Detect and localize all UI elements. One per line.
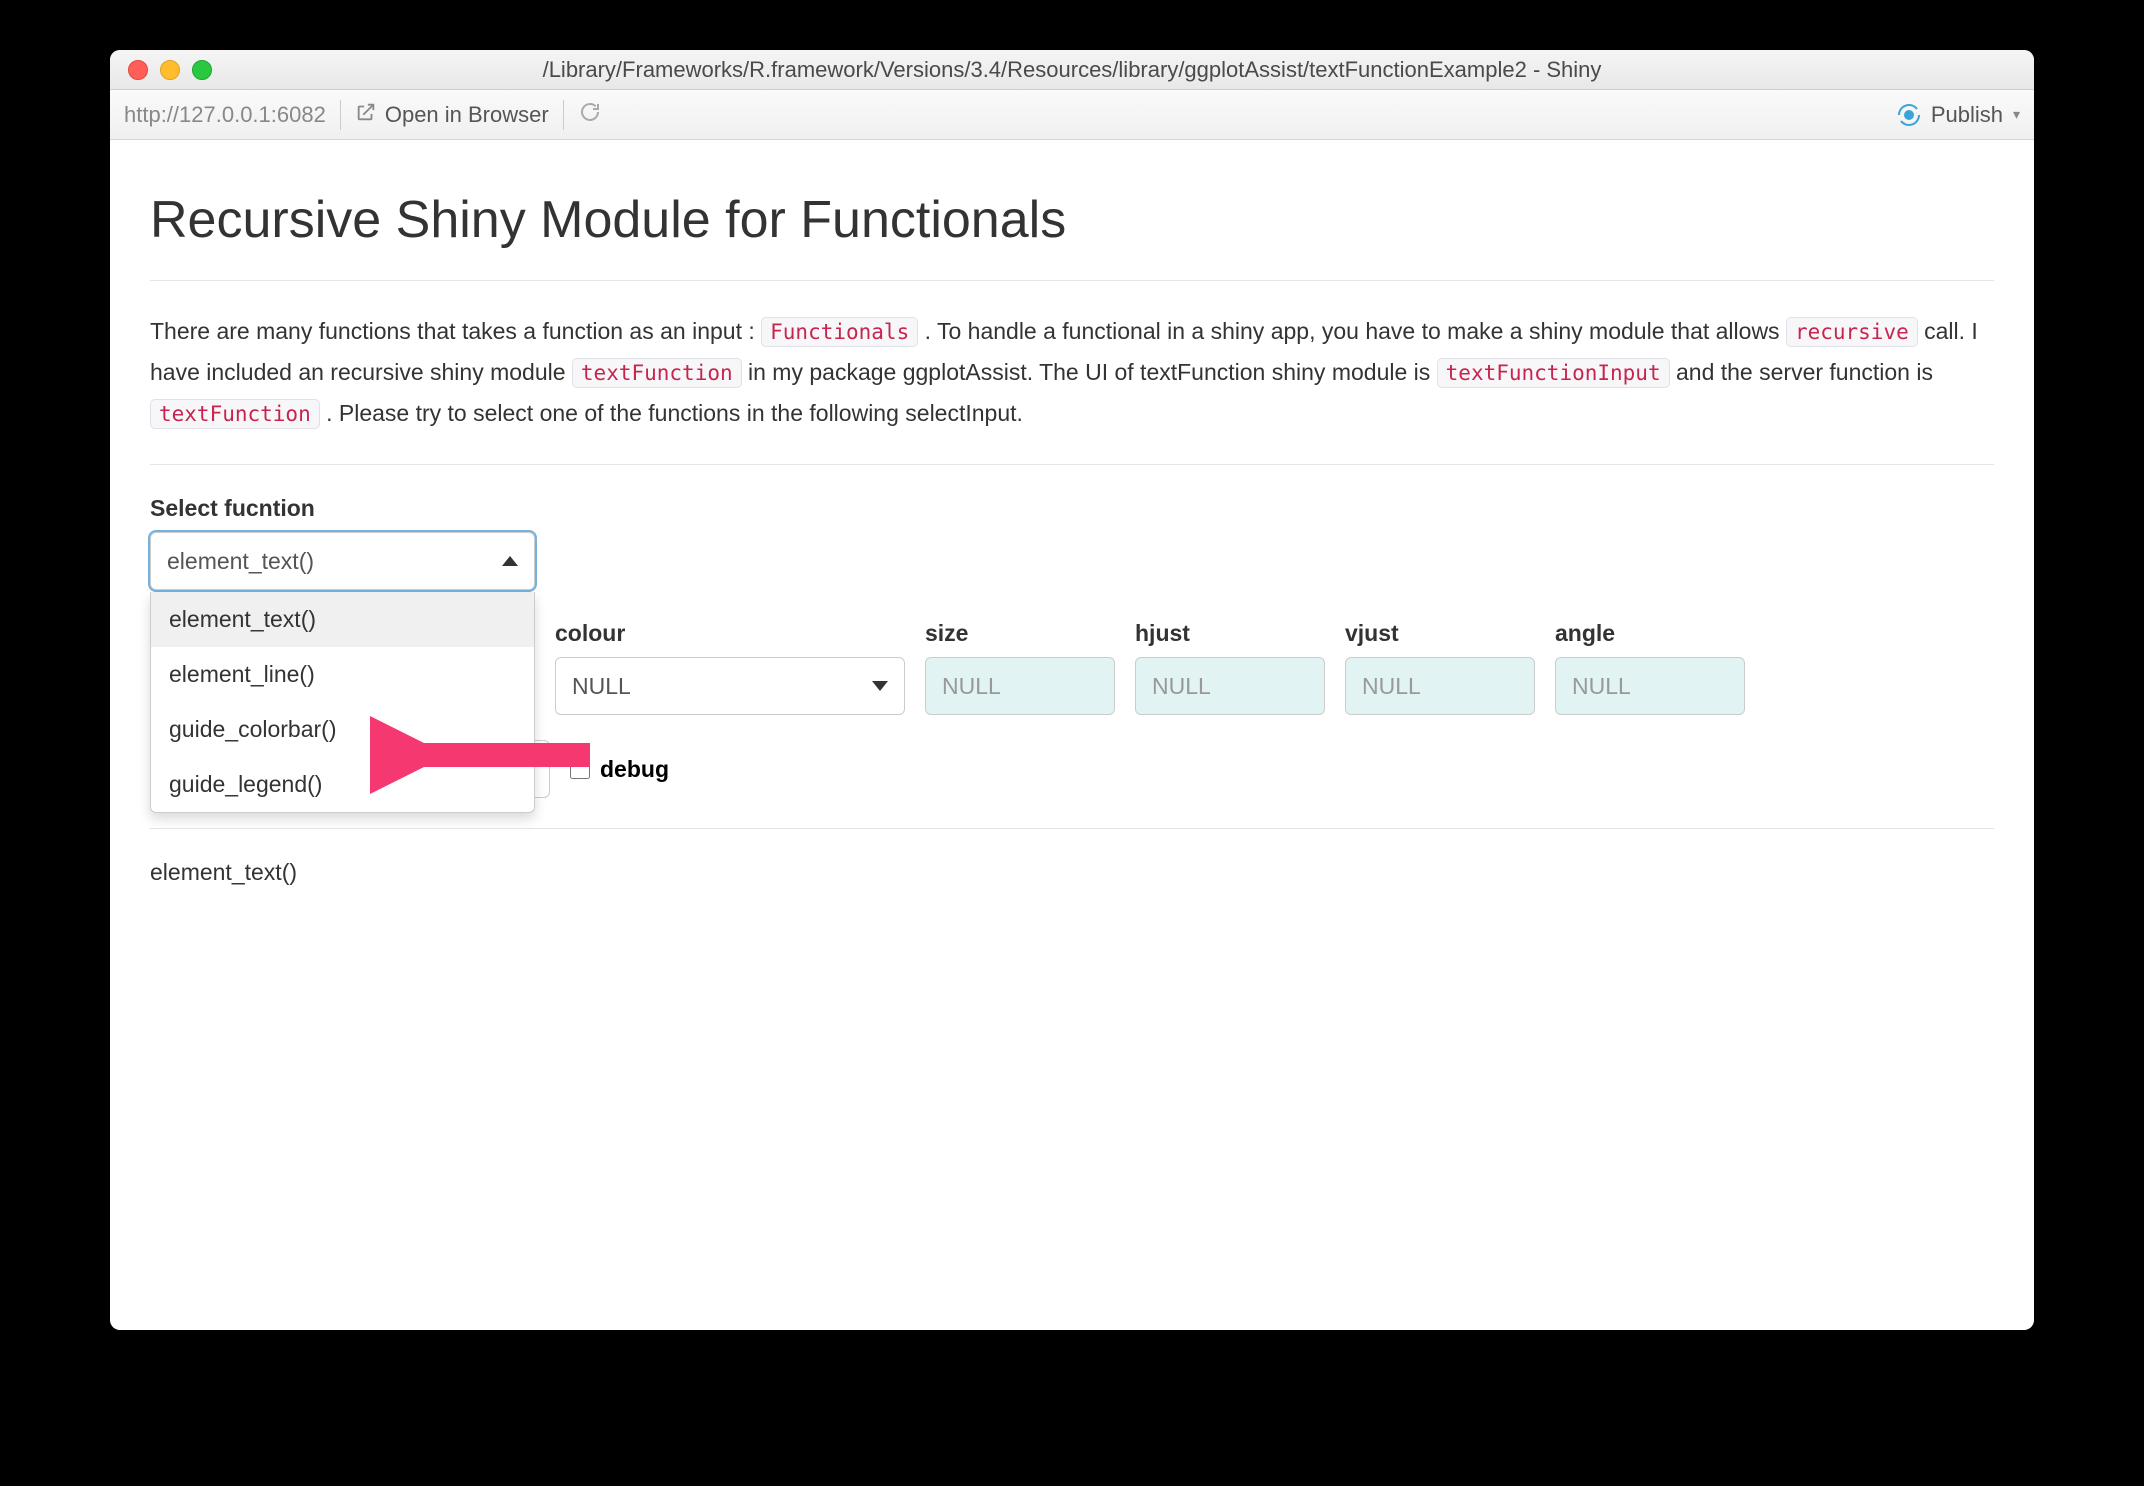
- intro-paragraph: There are many functions that takes a fu…: [150, 311, 1994, 434]
- function-select-value: element_text(): [167, 548, 314, 575]
- dropdown-option-element-text[interactable]: element_text(): [151, 592, 534, 647]
- window-title: /Library/Frameworks/R.framework/Versions…: [110, 57, 2034, 83]
- browser-icon: [355, 101, 377, 129]
- function-select-wrapper: element_text() element_text() element_li…: [150, 532, 535, 590]
- chevron-down-icon: ▾: [2013, 106, 2020, 123]
- angle-input[interactable]: [1555, 657, 1745, 715]
- code-recursive: recursive: [1786, 317, 1918, 347]
- angle-label: angle: [1555, 620, 1745, 647]
- code-textfunctioninput: textFunctionInput: [1437, 358, 1670, 388]
- page-content: Recursive Shiny Module for Functionals T…: [110, 140, 2034, 936]
- url-display: http://127.0.0.1:6082: [124, 102, 326, 128]
- function-dropdown: element_text() element_line() guide_colo…: [150, 592, 535, 813]
- hjust-label: hjust: [1135, 620, 1325, 647]
- intro-text: . Please try to select one of the functi…: [326, 400, 1023, 426]
- publish-button[interactable]: Publish ▾: [1897, 102, 2020, 128]
- intro-text: There are many functions that takes a fu…: [150, 318, 761, 344]
- size-input[interactable]: [925, 657, 1115, 715]
- colour-label: colour: [555, 620, 905, 647]
- size-label: size: [925, 620, 1115, 647]
- divider: [150, 828, 1994, 829]
- code-functionals: Functionals: [761, 317, 918, 347]
- debug-label: debug: [600, 756, 669, 783]
- size-field: size: [925, 620, 1115, 715]
- select-function-label: Select fucntion: [150, 495, 1994, 522]
- colour-value: NULL: [572, 673, 631, 700]
- intro-text: . To handle a functional in a shiny app,…: [925, 318, 1786, 344]
- angle-field: angle: [1555, 620, 1745, 715]
- intro-text: in my package ggplotAssist. The UI of te…: [748, 359, 1437, 385]
- vjust-input[interactable]: [1345, 657, 1535, 715]
- open-in-browser-label: Open in Browser: [385, 102, 549, 128]
- toolbar-divider: [563, 100, 564, 130]
- dropdown-option-guide-colorbar[interactable]: guide_colorbar(): [151, 702, 534, 757]
- dropdown-option-guide-legend[interactable]: guide_legend(): [151, 757, 534, 812]
- app-window: /Library/Frameworks/R.framework/Versions…: [110, 50, 2034, 1330]
- code-textfunction2: textFunction: [150, 399, 320, 429]
- code-textfunction: textFunction: [572, 358, 742, 388]
- debug-checkbox-wrapper[interactable]: debug: [570, 756, 669, 783]
- publish-icon: [1897, 103, 1921, 127]
- vjust-label: vjust: [1345, 620, 1535, 647]
- function-select[interactable]: element_text(): [150, 532, 535, 590]
- colour-select[interactable]: NULL: [555, 657, 905, 715]
- titlebar: /Library/Frameworks/R.framework/Versions…: [110, 50, 2034, 90]
- hjust-input[interactable]: [1135, 657, 1325, 715]
- chevron-down-icon: [872, 681, 888, 691]
- toolbar-divider: [340, 100, 341, 130]
- divider: [150, 464, 1994, 465]
- dropdown-option-element-line[interactable]: element_line(): [151, 647, 534, 702]
- publish-label: Publish: [1931, 102, 2003, 128]
- page-title: Recursive Shiny Module for Functionals: [150, 190, 1994, 250]
- open-in-browser-button[interactable]: Open in Browser: [355, 101, 549, 129]
- colour-field: colour NULL: [555, 620, 905, 715]
- debug-checkbox[interactable]: [570, 759, 590, 779]
- hjust-field: hjust: [1135, 620, 1325, 715]
- output-text: element_text(): [150, 859, 1994, 886]
- refresh-button[interactable]: [578, 100, 602, 130]
- toolbar: http://127.0.0.1:6082 Open in Browser Pu…: [110, 90, 2034, 140]
- divider: [150, 280, 1994, 281]
- caret-up-icon: [502, 556, 518, 566]
- vjust-field: vjust: [1345, 620, 1535, 715]
- intro-text: and the server function is: [1676, 359, 1933, 385]
